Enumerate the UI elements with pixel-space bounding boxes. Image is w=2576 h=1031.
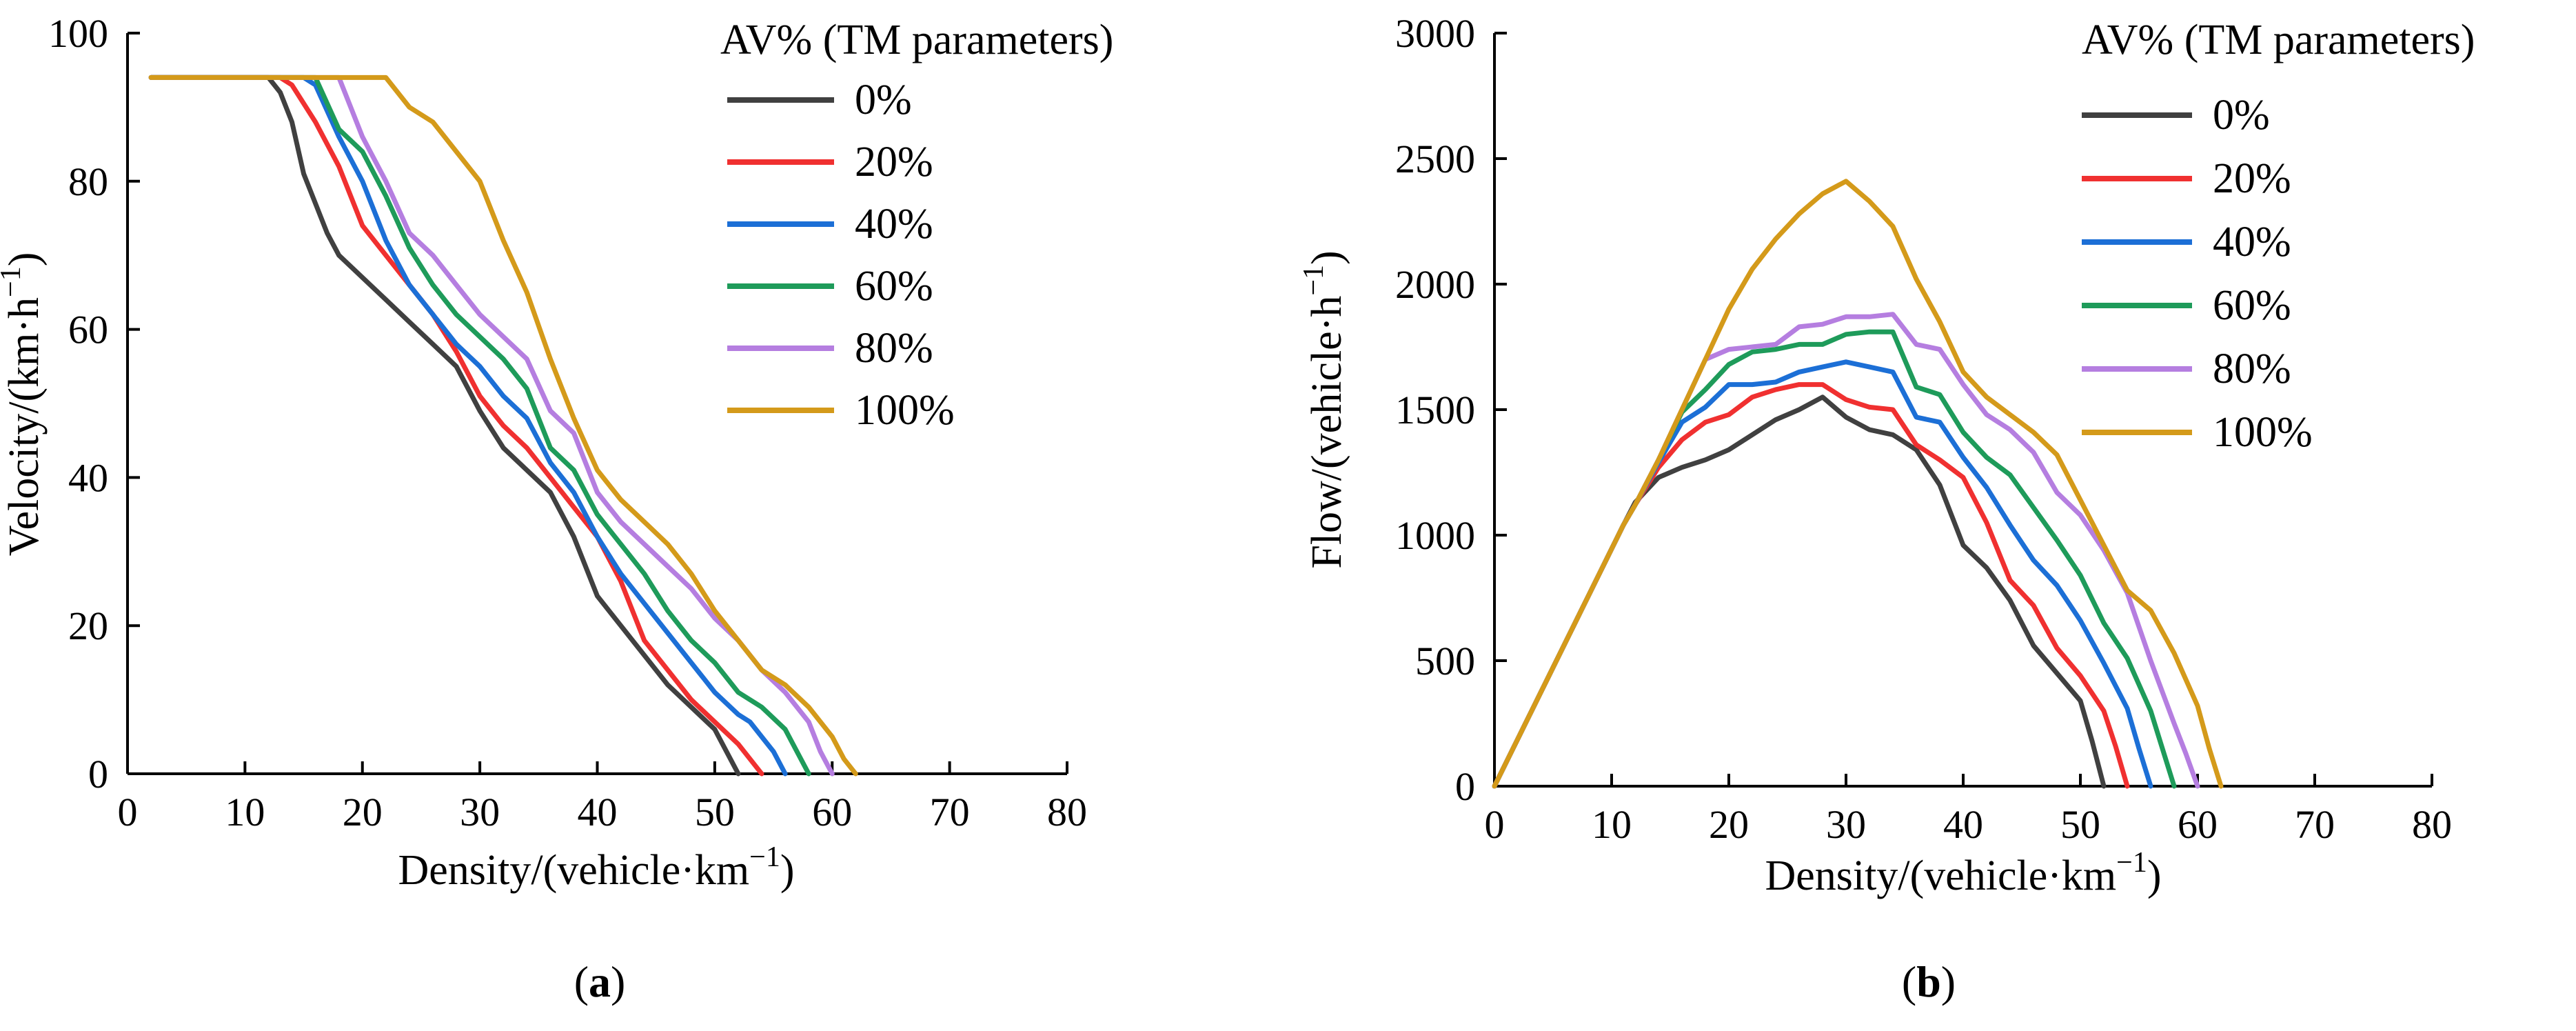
legend-label: 40% [855, 201, 933, 248]
y-tick-label: 0 [88, 752, 108, 797]
legend-label: 60% [2213, 282, 2291, 329]
x-tick-label: 0 [118, 790, 138, 834]
series-line-40pct [1492, 359, 2153, 789]
legend: AV% (TM parameters) 0% 20% 40% 60% 80% 100% [720, 17, 1113, 434]
panel-label-close: ) [1941, 957, 1956, 1006]
x-axis-label: Density/(vehicle·km−1) [398, 841, 795, 894]
x-tick-label: 80 [2412, 802, 2452, 847]
x-tick-label: 20 [343, 790, 383, 834]
series-line-20pct [1492, 382, 2130, 789]
x-tick-label: 80 [1047, 790, 1087, 834]
y-tick-label: 0 [1455, 764, 1475, 809]
x-tick-label: 60 [812, 790, 852, 834]
panel-label: (a) [574, 957, 626, 1006]
x-tick-label: 10 [225, 790, 265, 834]
series-line-60pct [1492, 329, 2177, 789]
y-axis-label-text: Flow/(vehicle·h [1304, 296, 1350, 569]
series-line-20pct [148, 74, 764, 777]
legend-label: 60% [855, 263, 933, 310]
x-tick-label: 30 [1826, 802, 1866, 847]
legend-label: 20% [2213, 155, 2291, 202]
panel-label-letter: a [589, 957, 611, 1006]
y-axis-label-close: ) [1, 252, 48, 267]
x-tick-label: 70 [2295, 802, 2335, 847]
series-line-100pct [1492, 179, 2224, 789]
x-axis-label-sup: −1 [749, 841, 780, 873]
legend-title: AV% (TM parameters) [720, 17, 1113, 63]
legend-label: 100% [855, 387, 955, 434]
legend-label: 0% [2213, 92, 2270, 139]
series-line-40pct [148, 74, 788, 777]
y-tick-label: 2000 [1395, 262, 1475, 307]
legend-label: 100% [2213, 409, 2313, 456]
y-axis-label: Velocity/(km·h−1) [0, 252, 48, 557]
y-axis-label-text: Velocity/(km·h [1, 297, 48, 556]
x-tick-label: 0 [1485, 802, 1505, 847]
panel-label-close: ) [611, 957, 625, 1006]
y-tick-label: 1500 [1395, 388, 1475, 432]
x-tick-label: 60 [2178, 802, 2218, 847]
legend-label: 40% [2213, 219, 2291, 266]
x-tick-label: 30 [460, 790, 500, 834]
legend-label: 80% [855, 325, 933, 372]
x-tick-label: 20 [1709, 802, 1749, 847]
x-axis-label-sup: −1 [2116, 847, 2147, 879]
panel-label: (b) [1902, 957, 1956, 1006]
x-tick-label: 40 [578, 790, 618, 834]
y-axis-label-close: ) [1304, 250, 1350, 265]
x-tick-label: 50 [695, 790, 735, 834]
legend-label: 20% [855, 139, 933, 186]
y-axis-label: Flow/(vehicle·h−1) [1298, 250, 1350, 568]
legend-label: 0% [855, 77, 912, 123]
legend-label: 80% [2213, 346, 2291, 392]
y-tick-label: 80 [68, 159, 108, 204]
series-line-100pct [148, 74, 858, 777]
x-tick-label: 50 [2060, 802, 2100, 847]
panel-label-letter: b [1916, 957, 1941, 1006]
x-tick-label: 70 [930, 790, 970, 834]
y-tick-label: 3000 [1395, 11, 1475, 56]
y-tick-label: 20 [68, 603, 108, 648]
x-axis-label-close: ) [780, 847, 795, 894]
series-line-80pct [1492, 312, 2200, 789]
x-axis-label-text: Density/(vehicle·km [398, 847, 750, 894]
y-axis-label-sup: −1 [1298, 265, 1330, 296]
legend-title: AV% (TM parameters) [2082, 17, 2475, 63]
panel-label-open: ( [574, 957, 589, 1006]
y-tick-label: 1000 [1395, 513, 1475, 558]
y-tick-label: 500 [1415, 639, 1475, 683]
panel-label-open: ( [1902, 957, 1916, 1006]
legend: AV% (TM parameters) 0% 20% 40% 60% 80% 100% [2082, 17, 2475, 456]
y-tick-label: 60 [68, 308, 108, 352]
x-axis-label-close: ) [2147, 852, 2162, 899]
y-tick-label: 100 [48, 11, 108, 56]
series-line-0pct [148, 74, 741, 777]
x-axis-label-text: Density/(vehicle·km [1765, 852, 2117, 899]
series-line-0pct [1492, 394, 2107, 789]
chart-velocity-density: 0 10 20 30 40 50 60 70 80 0 20 40 60 80 100 Density/(ve… [0, 11, 1113, 1006]
x-tick-label: 10 [1592, 802, 1632, 847]
series-line-60pct [148, 74, 811, 777]
x-tick-label: 40 [1943, 802, 1983, 847]
y-tick-label: 40 [68, 455, 108, 500]
x-axis-label: Density/(vehicle·km−1) [1765, 847, 2162, 899]
chart-flow-density: 0 10 20 30 40 50 60 70 80 0 500 1000 1500 2000 2500 300… [1298, 11, 2475, 1006]
y-axis-label-sup: −1 [0, 266, 27, 297]
y-tick-label: 2500 [1395, 137, 1475, 181]
